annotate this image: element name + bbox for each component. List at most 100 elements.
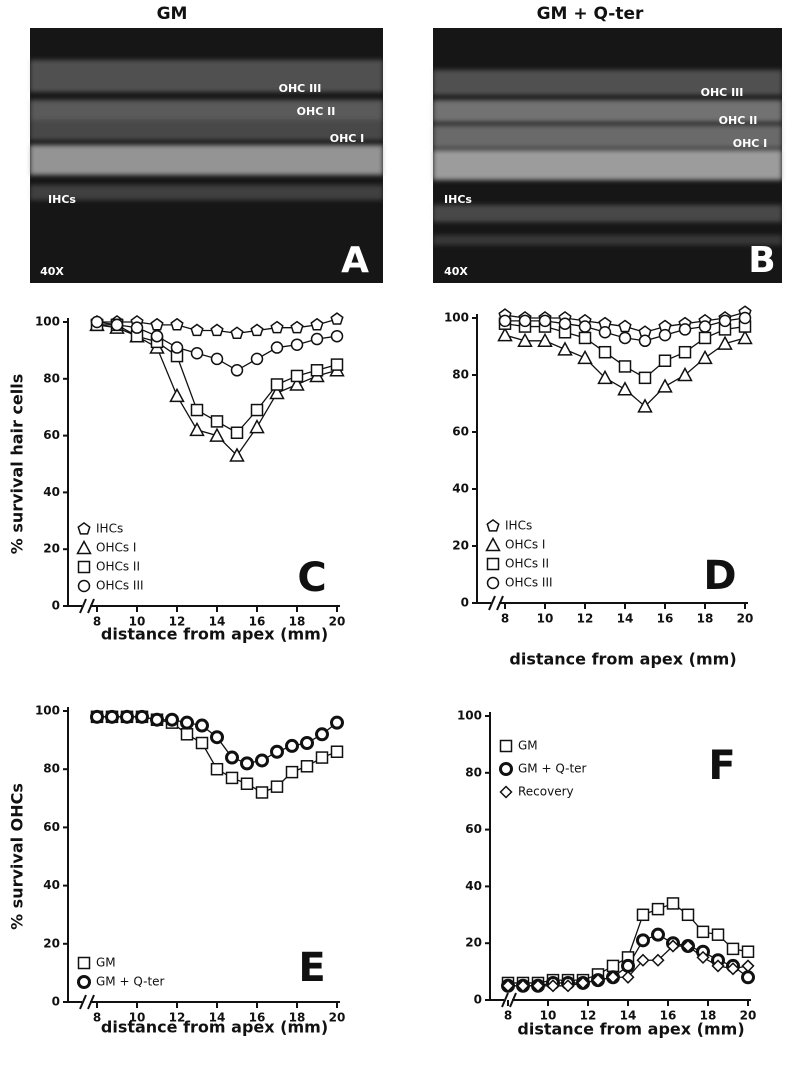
legend-marker [486, 519, 500, 532]
marker [330, 745, 344, 758]
marker [651, 927, 665, 942]
marker [150, 712, 164, 727]
legend-marker [77, 975, 91, 989]
cell-row [30, 100, 383, 120]
x-tick-label: 8 [504, 1009, 512, 1023]
y-tick-label: 60 [465, 822, 482, 836]
cell-row [30, 120, 383, 140]
marker [170, 341, 184, 354]
marker [270, 341, 284, 354]
marker [711, 928, 725, 941]
marker [678, 345, 692, 359]
y-tick-label: 60 [43, 820, 60, 834]
marker [209, 427, 225, 442]
magnification: 40X [444, 265, 468, 278]
x-axis-label: distance from apex (mm) [101, 625, 328, 644]
legend-label: OHCs I [96, 541, 136, 555]
legend-label: GM + Q-ter [96, 975, 165, 989]
marker [290, 320, 304, 334]
marker [537, 332, 553, 348]
legend-label: GM [96, 956, 116, 970]
x-tick-label: 10 [129, 615, 146, 629]
marker [270, 378, 284, 391]
cell-row [433, 205, 782, 222]
marker [696, 950, 710, 964]
marker [210, 323, 224, 337]
x-tick-label: 14 [620, 1009, 637, 1023]
x-tick-label: 18 [697, 612, 714, 626]
legend-label: IHCs [505, 519, 532, 533]
marker [726, 942, 740, 956]
marker [250, 323, 264, 337]
marker [636, 953, 650, 967]
y-tick-label: 80 [452, 368, 469, 382]
marker [110, 318, 124, 332]
marker [717, 335, 733, 350]
x-tick-label: 16 [249, 615, 266, 629]
x-axis-label: distance from apex (mm) [517, 1020, 744, 1039]
cell-label: OHC II [719, 114, 758, 127]
y-tick-label: 40 [43, 485, 60, 499]
cell-row [433, 70, 782, 95]
legend-marker [77, 560, 91, 574]
cell-label: OHC III [701, 86, 744, 99]
marker [697, 349, 713, 365]
marker [617, 381, 633, 396]
marker [576, 976, 590, 990]
legend-marker [499, 785, 513, 799]
magnification: 40X [40, 265, 64, 278]
y-tick-label: 100 [457, 709, 482, 723]
marker [618, 319, 632, 333]
x-tick-label: 10 [129, 1011, 146, 1025]
legend-marker [77, 522, 91, 535]
marker [738, 311, 752, 325]
x-tick-label: 12 [577, 612, 594, 626]
marker [637, 398, 653, 413]
marker [657, 378, 673, 393]
marker [290, 338, 304, 351]
legend-label: OHCs III [96, 579, 144, 593]
legend-label: OHCs II [96, 560, 140, 574]
marker [150, 317, 164, 331]
axis-break-gap [491, 599, 499, 607]
legend-marker [76, 539, 92, 555]
marker [225, 750, 239, 765]
marker [578, 331, 592, 345]
marker [190, 403, 204, 417]
cell-row [433, 150, 782, 180]
marker [597, 369, 613, 385]
panel-title: GM [157, 4, 188, 24]
marker [150, 329, 164, 343]
x-axis-label: distance from apex (mm) [509, 650, 736, 669]
marker [726, 962, 740, 976]
y-tick-label: 20 [43, 542, 60, 556]
marker [741, 945, 755, 958]
marker [250, 352, 264, 366]
y-tick-label: 80 [43, 371, 60, 385]
x-tick-label: 20 [329, 615, 346, 629]
marker [170, 317, 184, 331]
marker [90, 315, 104, 329]
marker [310, 317, 324, 331]
axis-break [488, 595, 496, 611]
marker [285, 738, 299, 753]
marker [598, 326, 612, 339]
marker [741, 970, 755, 985]
marker [518, 314, 532, 328]
axis-break-gap [82, 602, 90, 610]
y-tick-label: 40 [465, 879, 482, 893]
cell-label: OHC II [297, 105, 336, 118]
marker [598, 345, 612, 359]
y-tick-label: 0 [461, 596, 469, 610]
y-tick-label: 20 [43, 936, 60, 950]
marker [330, 329, 344, 343]
legend-label: OHCs III [505, 576, 553, 590]
marker [315, 751, 329, 764]
cell-row [30, 145, 383, 175]
marker [130, 321, 144, 334]
y-tick-label: 0 [52, 995, 60, 1009]
marker [315, 727, 329, 742]
marker [497, 327, 513, 342]
x-tick-label: 12 [169, 615, 186, 629]
